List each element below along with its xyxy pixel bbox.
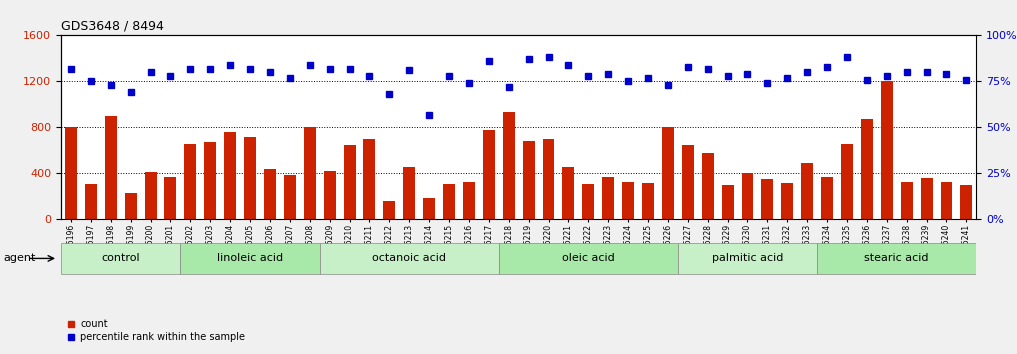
Bar (344, 145, 356, 219)
FancyBboxPatch shape (180, 243, 319, 274)
Bar (423, 198, 435, 219)
Bar (762, 179, 773, 219)
Text: oleic acid: oleic acid (562, 253, 614, 263)
Bar (244, 137, 256, 219)
Bar (184, 143, 196, 219)
Bar (881, 81, 893, 219)
Bar (284, 175, 296, 219)
Text: octanoic acid: octanoic acid (372, 253, 446, 263)
Bar (801, 163, 814, 219)
Bar (602, 177, 614, 219)
Bar (642, 183, 654, 219)
Text: linoleic acid: linoleic acid (217, 253, 283, 263)
Bar (224, 132, 236, 219)
Bar (383, 201, 396, 219)
Bar (920, 178, 933, 219)
FancyBboxPatch shape (319, 243, 498, 274)
Bar (304, 127, 315, 219)
Bar (204, 142, 217, 219)
Text: stearic acid: stearic acid (864, 253, 929, 263)
Bar (562, 166, 575, 219)
Bar (363, 139, 375, 219)
Bar (84, 184, 97, 219)
Bar (65, 127, 77, 219)
Bar (781, 183, 793, 219)
Bar (861, 119, 873, 219)
Legend: count, percentile rank within the sample: count, percentile rank within the sample (66, 319, 245, 342)
Bar (502, 113, 515, 219)
Bar (443, 184, 455, 219)
Text: GDS3648 / 8494: GDS3648 / 8494 (61, 20, 164, 33)
FancyBboxPatch shape (678, 243, 817, 274)
Bar (583, 184, 594, 219)
Bar (622, 182, 634, 219)
Bar (264, 169, 276, 219)
Bar (821, 177, 833, 219)
Bar (165, 177, 176, 219)
Text: agent: agent (3, 253, 36, 263)
Bar (960, 185, 972, 219)
Bar (722, 185, 733, 219)
Bar (105, 116, 117, 219)
Bar (662, 127, 674, 219)
Bar (681, 145, 694, 219)
Bar (702, 153, 714, 219)
Bar (404, 166, 415, 219)
Bar (941, 182, 953, 219)
Bar (144, 172, 157, 219)
FancyBboxPatch shape (61, 243, 180, 274)
Bar (125, 193, 136, 219)
FancyBboxPatch shape (498, 243, 678, 274)
Bar (741, 173, 754, 219)
Bar (901, 182, 912, 219)
Bar (542, 139, 554, 219)
Text: control: control (102, 253, 140, 263)
Bar (841, 143, 853, 219)
Bar (463, 182, 475, 219)
Bar (483, 130, 495, 219)
FancyBboxPatch shape (817, 243, 976, 274)
Text: palmitic acid: palmitic acid (712, 253, 783, 263)
Bar (323, 171, 336, 219)
Bar (523, 141, 535, 219)
